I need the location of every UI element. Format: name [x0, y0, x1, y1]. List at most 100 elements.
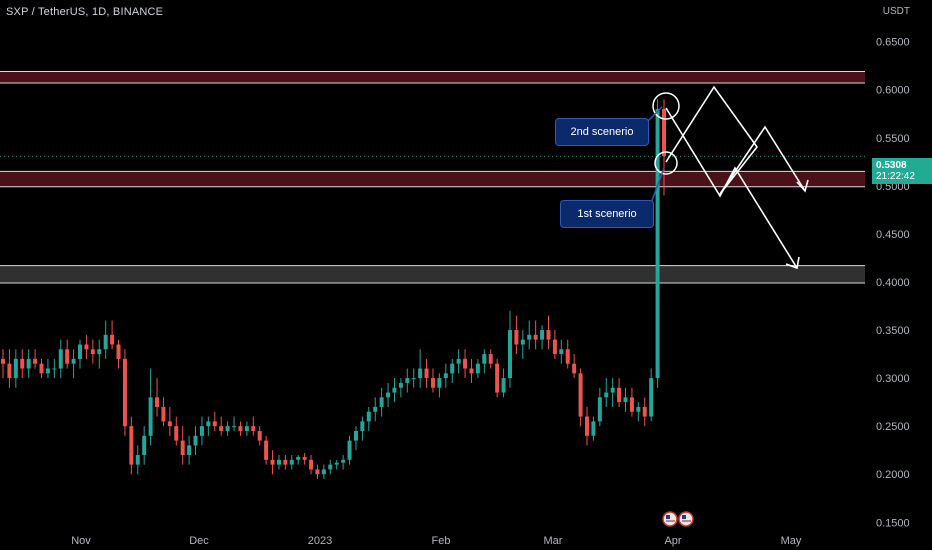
support-zone [0, 265, 865, 283]
candle-body [642, 406, 647, 417]
candle-body [360, 421, 365, 431]
candle-body [540, 330, 545, 340]
bar-countdown: 21:22:42 [876, 171, 915, 182]
resistance-upper-zone [0, 71, 865, 83]
candle-body [7, 363, 12, 379]
candle-body [373, 406, 378, 412]
price-axis-label: 0.6000 [876, 85, 910, 97]
candle-body [411, 378, 416, 380]
flag-icon-canton [682, 515, 686, 519]
candle-body [578, 373, 583, 417]
candle-body [142, 435, 147, 456]
scenario-1-circle [654, 151, 678, 175]
time-axis-label: Dec [189, 535, 209, 547]
candle-body [495, 363, 500, 393]
candle-body [1, 358, 5, 364]
candle-body [251, 426, 256, 431]
scenario-drawings [644, 85, 809, 270]
candle-body [418, 368, 423, 379]
candle-body [264, 440, 269, 460]
scenario-2-callout[interactable]: 2nd scenerio [555, 118, 649, 146]
candle-body [45, 368, 50, 374]
candle-body [559, 349, 564, 355]
candle-body [270, 459, 275, 465]
last-price-tag: 0.5308 21:22:42 [872, 158, 932, 184]
candle-body [84, 344, 89, 350]
candle-body [26, 358, 31, 369]
candle-body [315, 469, 320, 475]
candle-body [443, 373, 448, 379]
candle-body [52, 368, 57, 370]
candle-body [135, 455, 140, 465]
candle-body [187, 445, 192, 456]
flag-icon-canton [666, 515, 670, 519]
candle-body [289, 459, 294, 465]
candle-body [232, 426, 237, 428]
flag-us-icon [662, 511, 678, 527]
candle-body [78, 344, 83, 359]
candle-body [527, 334, 532, 340]
candle-body [584, 416, 589, 436]
candle-body [463, 358, 468, 369]
candle-body [392, 387, 397, 393]
candle-body [97, 349, 102, 355]
candle-body [552, 339, 557, 355]
currency-label: USDT [882, 6, 910, 17]
candle-body [597, 397, 602, 422]
price-zones [0, 70, 865, 284]
candle-body [507, 330, 512, 379]
candle-body [276, 459, 281, 465]
flag-us-icon [678, 511, 694, 527]
candle-body [636, 406, 641, 412]
candle-body [591, 421, 596, 436]
candle-body [572, 363, 577, 374]
candle-body [257, 430, 262, 441]
resistance-lower-zone [0, 171, 865, 187]
candle-body [341, 459, 346, 463]
candle-body [533, 334, 538, 340]
time-axis: Nov Dec 2023 Feb Mar Apr May [71, 511, 802, 547]
price-axis-label: 0.1500 [876, 517, 910, 529]
scenario-2-arrowhead [785, 256, 800, 270]
candle-body [629, 397, 634, 412]
candle-body [649, 378, 654, 417]
scenario-2-label: 2nd scenerio [570, 126, 634, 138]
time-axis-label: Apr [664, 535, 681, 547]
candle-body [71, 358, 76, 364]
candle-body [405, 378, 410, 383]
candle-body [604, 392, 609, 398]
candle-body [501, 378, 506, 393]
price-axis-label: 0.2000 [876, 469, 910, 481]
price-axis-label: 0.4500 [876, 229, 910, 241]
candle-body [155, 397, 160, 407]
candle-body [610, 387, 615, 393]
candle-body [430, 378, 435, 388]
scenario-1-callout[interactable]: 1st scenerio [560, 200, 654, 228]
candle-body [296, 456, 301, 460]
candle-body [180, 440, 185, 456]
candle-body [238, 426, 243, 431]
candle-body [520, 339, 525, 345]
candles [1, 99, 666, 480]
candle-body [20, 358, 25, 369]
scenario-1-label: 1st scenerio [577, 208, 637, 220]
candle-body [655, 108, 660, 379]
candle-body [321, 469, 326, 475]
time-axis-label: Nov [71, 535, 91, 547]
candle-body [398, 382, 403, 388]
candle-body [65, 349, 70, 364]
candle-body [437, 378, 442, 388]
candle-body [475, 363, 480, 374]
scenario-1-path [665, 85, 806, 195]
candle-body [302, 456, 307, 460]
candle-body [353, 430, 358, 441]
candle-body [225, 426, 230, 431]
candle-body [129, 426, 134, 465]
candle-body [450, 363, 455, 374]
candle-body [13, 358, 18, 379]
candle-body [309, 459, 314, 470]
price-axis-label: 0.4000 [876, 277, 910, 289]
candle-body [219, 426, 224, 431]
candle-body [617, 387, 622, 403]
